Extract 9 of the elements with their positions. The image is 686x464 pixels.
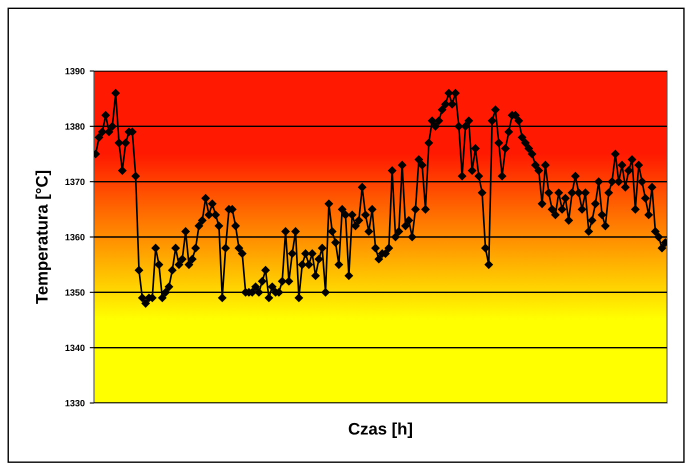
y-tick-label: 1380 xyxy=(65,123,85,130)
y-tick-label: 1360 xyxy=(65,234,85,240)
y-tick-label: 1340 xyxy=(65,344,85,352)
y-axis-title: Temperatura [°C] xyxy=(35,170,51,304)
y-tick-label: 1370 xyxy=(65,178,85,186)
y-tick-label: 1390 xyxy=(65,68,85,74)
y-tick-label: 1330 xyxy=(65,400,85,406)
x-axis-title: Czas [h] xyxy=(348,422,412,438)
y-tick-label: 1350 xyxy=(65,289,85,296)
